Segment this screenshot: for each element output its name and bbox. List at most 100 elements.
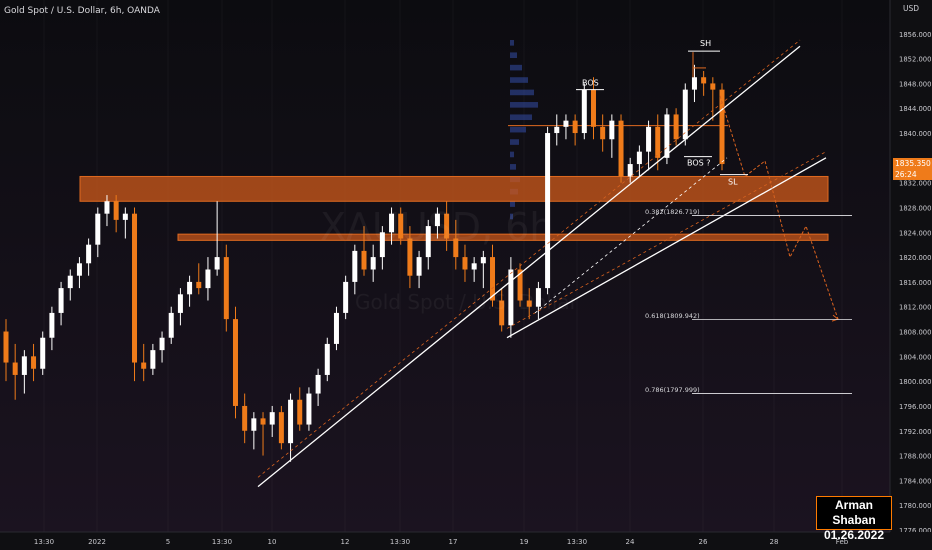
candle-body-73 (673, 114, 679, 140)
price-tick-17: 1844.000 (899, 105, 931, 113)
candle-body-10 (95, 213, 101, 245)
candle-body-69 (636, 151, 642, 165)
candle-body-34 (315, 374, 321, 394)
candle-body-9 (86, 244, 92, 264)
candle-body-52 (480, 257, 486, 264)
time-tick-4: 10 (268, 538, 277, 546)
candle-body-40 (370, 257, 376, 270)
candle-body-63 (581, 89, 587, 134)
candle-body-17 (159, 337, 165, 351)
candle-body-35 (324, 343, 330, 375)
candle-body-4 (40, 337, 46, 369)
price-tick-13: 1828.000 (899, 204, 931, 212)
time-tick-5: 12 (341, 538, 350, 546)
candle-body-37 (343, 281, 349, 313)
candle-body-78 (719, 89, 725, 165)
bos-q-label: BOS ? (687, 159, 711, 168)
price-axis-bg (890, 0, 932, 550)
candle-body-13 (122, 213, 128, 220)
bos-label: BOS (582, 79, 599, 88)
price-tick-7: 1804.000 (899, 353, 931, 361)
volume-profile-bar-14 (510, 213, 513, 220)
symbol-watermark-sub: Gold Spot / U.S. Dollar (355, 290, 578, 314)
time-tick-2: 5 (166, 538, 170, 546)
time-tick-3: 13:30 (212, 538, 232, 546)
candle-body-60 (554, 126, 560, 134)
candle-body-11 (104, 201, 110, 214)
fib-label-1: 0.618(1809.942) (645, 312, 700, 320)
trendline-main (257, 45, 801, 488)
volume-profile-bar-7 (510, 64, 522, 71)
candle-body-53 (490, 257, 496, 301)
volume-profile-bar-0 (510, 151, 514, 158)
volume-profile-bar-8 (510, 52, 517, 59)
current-price-tag: 1835.350 26:24 (893, 158, 932, 180)
author-name: Arman Shaban (832, 498, 876, 527)
candle-body-3 (31, 356, 37, 369)
plot-background (0, 0, 890, 532)
time-tick-7: 17 (449, 538, 458, 546)
volume-profile-bar-10 (510, 164, 516, 170)
candle-body-26 (242, 405, 248, 431)
candle-body-21 (196, 281, 202, 289)
time-tick-1: 2022 (88, 538, 106, 546)
price-tick-10: 1816.000 (899, 279, 931, 287)
candle-body-23 (214, 257, 220, 270)
candle-body-50 (462, 257, 468, 270)
candle-body-72 (664, 114, 670, 158)
candle-body-57 (526, 300, 532, 307)
candle-body-1 (12, 362, 18, 375)
fib-label-2: 0.786(1797.999) (645, 386, 700, 394)
candle-body-14 (132, 213, 138, 363)
candle-body-16 (150, 350, 156, 369)
price-tick-8: 1808.000 (899, 329, 931, 337)
candle-body-39 (361, 250, 367, 270)
candle-body-12 (113, 201, 119, 220)
candle-body-7 (67, 275, 73, 289)
candle-body-6 (58, 288, 64, 313)
candle-body-8 (76, 263, 82, 276)
candle-body-67 (618, 120, 624, 177)
time-tick-8: 19 (520, 538, 529, 546)
candle-body-62 (572, 120, 578, 134)
candle-body-20 (187, 281, 193, 295)
price-tick-18: 1848.000 (899, 80, 931, 88)
candle-body-19 (177, 294, 183, 313)
candle-body-42 (389, 213, 395, 233)
candle-body-33 (306, 393, 312, 425)
time-tick-13: Feb (836, 538, 849, 546)
candle-body-24 (223, 257, 229, 320)
time-tick-11: 26 (699, 538, 708, 546)
volume-profile-bar-13 (510, 201, 515, 207)
projection-path (719, 95, 839, 320)
price-tick-16: 1840.000 (899, 130, 931, 138)
candle-body-2 (21, 356, 27, 375)
candle-body-66 (609, 120, 615, 140)
time-tick-12: 28 (770, 538, 779, 546)
volume-profile-bar-2 (510, 126, 526, 133)
candle-body-76 (701, 77, 707, 84)
candle-body-25 (232, 319, 238, 406)
symbol-watermark: XAUUSD, 6h (320, 205, 554, 249)
candle-body-28 (260, 418, 266, 425)
candle-body-65 (600, 126, 606, 140)
candle-body-74 (682, 89, 688, 140)
candle-body-15 (141, 362, 147, 369)
price-tick-9: 1812.000 (899, 304, 931, 312)
time-tick-0: 13:30 (34, 538, 54, 546)
author-signature: Arman Shaban 01.26.2022 (816, 496, 892, 542)
candle-body-56 (517, 269, 523, 301)
time-tick-6: 13:30 (390, 538, 410, 546)
candle-body-22 (205, 269, 211, 289)
volume-profile-bar-3 (510, 114, 532, 121)
price-tick-3: 1788.000 (899, 453, 931, 461)
price-tick-14: 1832.000 (899, 180, 931, 188)
symbol-header[interactable]: Gold Spot / U.S. Dollar, 6h, OANDA (4, 6, 160, 16)
candle-body-27 (251, 418, 257, 431)
supply-zone (79, 175, 829, 202)
candle-body-51 (471, 263, 477, 270)
candle-body-41 (379, 232, 385, 258)
author-date: 01.26.2022 (823, 528, 885, 542)
